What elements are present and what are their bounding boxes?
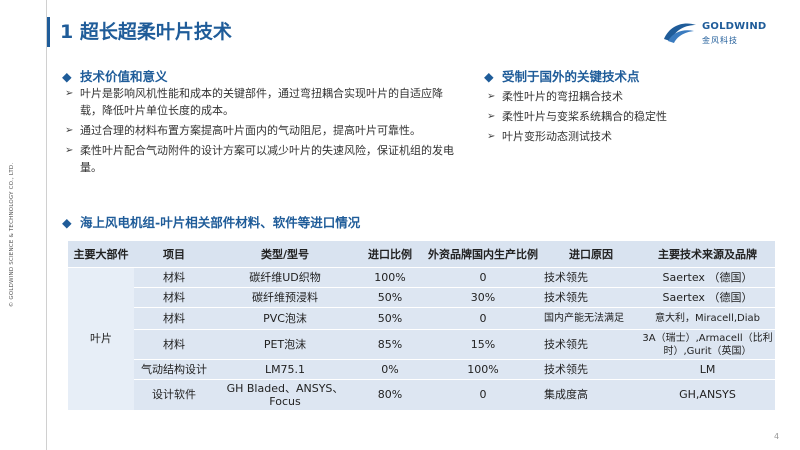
table-cell: 100% [356,267,424,288]
table-cell: 30% [424,287,542,308]
diamond-icon: ◆ [62,69,72,84]
table-cell: 材料 [134,307,214,330]
diamond-icon: ◆ [62,215,72,230]
table-cell: 50% [356,307,424,330]
table-cell: 设计软件 [134,379,214,410]
vertical-divider [46,0,47,450]
column-header: 主要技术来源及品牌 [640,241,775,268]
arrow-right-icon: ➢ [487,111,496,122]
table-cell: 碳纤维预浸料 [214,287,356,308]
column-header: 项目 [134,241,214,268]
column-header: 类型/型号 [214,241,356,268]
table-cell: 0 [424,307,542,330]
table-row: 叶片 材料 碳纤维UD织物 100% 0 技术领先 Saertex （德国） [68,267,775,410]
list-item: ➢ 通过合理的材料布置方案提高叶片面内的气动阻尼，提高叶片可靠性。 [65,124,421,137]
right-section-heading: ◆ 受制于国外的关键技术点 [484,69,640,84]
table-cell: 50% [356,287,424,308]
table-cell: 技术领先 [542,287,640,308]
diamond-icon: ◆ [484,69,494,84]
table-cell: 0 [424,267,542,288]
copyright-text: © GOLDWIND SCIENCE & TECHNOLOGY CO., LTD… [9,162,15,308]
arrow-right-icon: ➢ [65,125,74,136]
table-cell: 材料 [134,329,214,360]
table-cell: 气动结构设计 [134,359,214,380]
column-header: 进口原因 [542,241,640,268]
table-row: 气动结构设计 LM75.1 0% 100% 技术领先 LM [68,359,775,380]
table-cell: 100% [424,359,542,380]
table-cell: 碳纤维UD织物 [214,267,356,288]
list-item: ➢ 柔性叶片与变桨系统耦合的稳定性 [487,110,667,123]
arrow-right-icon: ➢ [65,145,74,156]
list-item: ➢ 叶片是影响风机性能和成本的关键部件，通过弯扭耦合实现叶片的自适应降载，降低叶片… [65,87,443,117]
table-cell: 材料 [134,287,214,308]
table-cell: PET泡沫 [214,329,356,360]
table-cell: 3A（瑞士）,Armacell（比利时）,Gurit（英国） [640,329,775,360]
page-title: 1 超长超柔叶片技术 [60,21,232,43]
table-cell: GH Bladed、ANSYS、Focus [214,379,356,410]
table-cell: 技术领先 [542,359,640,380]
page-number: 4 [774,432,780,441]
table-cell: 国内产能无法满足 [542,307,640,330]
title-accent-bar [47,17,50,47]
import-table: 主要大部件 项目 类型/型号 进口比例 外资品牌国内生产比例 进口原因 主要技术… [68,241,775,410]
arrow-right-icon: ➢ [487,91,496,102]
table-cell: Saertex （德国） [640,287,775,308]
table-cell: LM [640,359,775,380]
table-row: 材料 PET泡沫 85% 15% 技术领先 3A（瑞士）,Armacell（比利… [68,329,775,360]
arrow-right-icon: ➢ [65,88,74,99]
table-cell: 技术领先 [542,267,640,288]
list-item: ➢ 柔性叶片配合气动附件的设计方案可以减少叶片的失速风险，保证机组的发电量。 [65,144,454,174]
arrow-right-icon: ➢ [487,131,496,142]
goldwind-logo-icon [664,23,696,43]
column-header: 主要大部件 [68,241,134,268]
copyright-vertical: © GOLDWIND SCIENCE & TECHNOLOGY CO., LTD… [6,70,18,400]
table-cell: 0% [356,359,424,380]
table-cell: 技术领先 [542,329,640,360]
left-section-heading: ◆ 技术价值和意义 [62,69,168,84]
table-cell: LM75.1 [214,359,356,380]
table-cell: 0 [424,379,542,410]
table-cell: 80% [356,379,424,410]
table-row: 材料 PVC泡沫 50% 0 国内产能无法满足 意大利，Miracell,Dia… [68,307,775,330]
table-header-row: 主要大部件 项目 类型/型号 进口比例 外资品牌国内生产比例 进口原因 主要技术… [68,241,775,268]
table-section-heading: ◆ 海上风电机组-叶片相关部件材料、软件等进口情况 [62,215,361,230]
right-bullet-list: ➢ 柔性叶片的弯扭耦合技术 ➢ 柔性叶片与变桨系统耦合的稳定性 ➢ 叶片变形动态测试技… [486,88,776,148]
left-bullet-list: ➢ 叶片是影响风机性能和成本的关键部件，通过弯扭耦合实现叶片的自适应降载，降低叶片… [64,85,454,179]
table-cell: 15% [424,329,542,360]
table-cell: Saertex （德国） [640,267,775,288]
table-cell: PVC泡沫 [214,307,356,330]
logo-chinese: 金风科技 [702,36,738,45]
list-item: ➢ 叶片变形动态测试技术 [487,130,612,143]
table-row: 材料 碳纤维预浸料 50% 30% 技术领先 Saertex （德国） [68,287,775,308]
component-cell: 叶片 [68,267,134,410]
table-cell: 85% [356,329,424,360]
logo-english: GOLDWIND [702,21,767,32]
list-item: ➢ 柔性叶片的弯扭耦合技术 [487,90,623,103]
goldwind-logo: GOLDWIND 金风科技 [662,17,772,51]
column-header: 外资品牌国内生产比例 [424,241,542,268]
table-cell: 材料 [134,267,214,288]
table-cell: GH,ANSYS [640,379,775,410]
table-cell: 意大利，Miracell,Diab [640,307,775,330]
column-header: 进口比例 [356,241,424,268]
table-cell: 集成度高 [542,379,640,410]
table-row: 设计软件 GH Bladed、ANSYS、Focus 80% 0 集成度高 GH… [68,379,775,410]
